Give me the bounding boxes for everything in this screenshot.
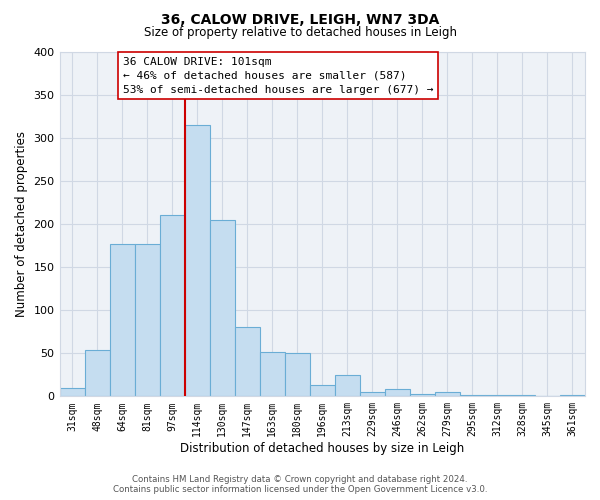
Bar — [59, 388, 85, 396]
Bar — [110, 244, 134, 396]
Bar — [560, 394, 585, 396]
Bar — [385, 390, 410, 396]
Bar — [235, 326, 260, 396]
Bar — [285, 353, 310, 397]
Bar — [134, 244, 160, 396]
Y-axis label: Number of detached properties: Number of detached properties — [15, 131, 28, 317]
Bar — [310, 385, 335, 396]
Bar — [410, 394, 435, 396]
Text: 36, CALOW DRIVE, LEIGH, WN7 3DA: 36, CALOW DRIVE, LEIGH, WN7 3DA — [161, 12, 439, 26]
Text: Contains HM Land Registry data © Crown copyright and database right 2024.
Contai: Contains HM Land Registry data © Crown c… — [113, 474, 487, 494]
Bar — [85, 350, 110, 397]
Text: Size of property relative to detached houses in Leigh: Size of property relative to detached ho… — [143, 26, 457, 39]
Text: 36 CALOW DRIVE: 101sqm
← 46% of detached houses are smaller (587)
53% of semi-de: 36 CALOW DRIVE: 101sqm ← 46% of detached… — [122, 56, 433, 94]
Bar — [335, 375, 360, 396]
X-axis label: Distribution of detached houses by size in Leigh: Distribution of detached houses by size … — [180, 442, 464, 455]
Bar — [209, 220, 235, 396]
Bar — [160, 216, 185, 396]
Bar — [435, 392, 460, 396]
Bar — [185, 125, 209, 396]
Bar — [360, 392, 385, 396]
Bar — [460, 394, 485, 396]
Bar — [260, 352, 285, 397]
